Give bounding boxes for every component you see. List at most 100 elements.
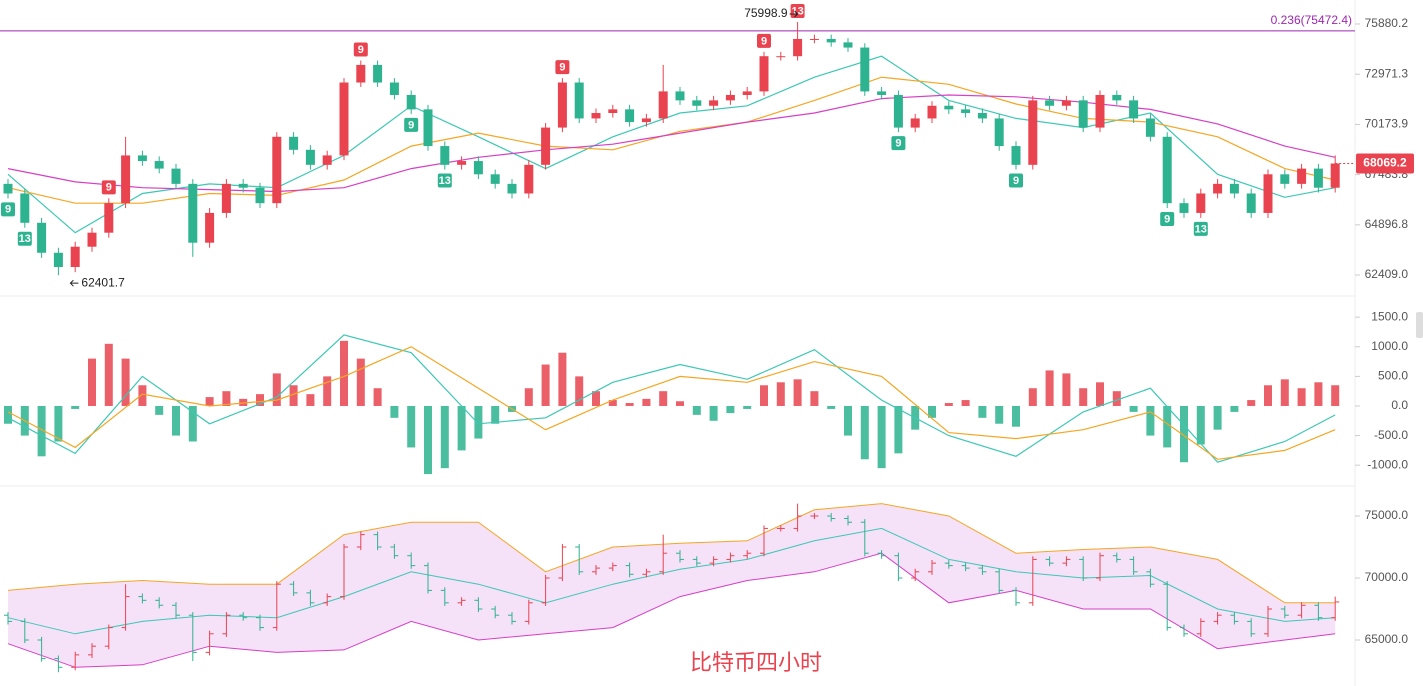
- macd-bar: [272, 373, 281, 406]
- candle-body: [154, 161, 164, 169]
- td-marker: [1160, 212, 1175, 227]
- macd-bar: [340, 340, 348, 406]
- candle-body: [742, 91, 752, 95]
- y-tick-label: 75000.0: [1365, 508, 1409, 522]
- candle-body: [1313, 168, 1323, 188]
- macd-bar: [844, 405, 852, 436]
- macd-bar: [944, 403, 953, 406]
- macd-bar: [726, 405, 735, 414]
- candle-body: [1213, 183, 1223, 194]
- macd-bar: [625, 403, 634, 406]
- candle-body: [1061, 100, 1071, 106]
- macd-bar: [1012, 405, 1020, 427]
- macd-bar: [138, 385, 147, 406]
- macd-bar: [1062, 373, 1071, 406]
- macd-bar: [407, 405, 416, 448]
- side-handle[interactable]: [1416, 312, 1423, 338]
- candle-body: [1246, 193, 1256, 213]
- candle-body: [1078, 100, 1088, 128]
- candle-body: [188, 183, 198, 243]
- macd-bar: [306, 394, 315, 406]
- candle-body: [1263, 174, 1273, 213]
- candle-body: [221, 183, 231, 213]
- macd-bar: [1146, 405, 1155, 436]
- indicator-line: [7, 346, 1336, 460]
- candle-body: [1045, 100, 1055, 106]
- macd-bar: [121, 358, 130, 406]
- macd-bar: [642, 398, 651, 406]
- macd-bar: [1129, 405, 1138, 412]
- candle-body: [171, 168, 181, 184]
- macd-bar: [88, 358, 96, 406]
- candle-body: [104, 203, 114, 233]
- td-marker: [555, 60, 570, 75]
- candle-body: [675, 91, 685, 101]
- candle-body: [1297, 168, 1307, 184]
- candle-body: [3, 183, 13, 194]
- macd-bar: [524, 388, 533, 406]
- macd-bar: [810, 391, 819, 406]
- y-tick-label: 64896.8: [1365, 217, 1409, 231]
- y-tick-label: 500.0: [1378, 369, 1408, 383]
- candle-body: [608, 109, 618, 113]
- td-count: 13: [791, 5, 803, 17]
- td-marker: [437, 173, 452, 188]
- candle-body: [860, 47, 870, 92]
- macd-bar: [1264, 385, 1272, 406]
- macd-bar: [592, 391, 600, 406]
- candle-body: [725, 94, 735, 101]
- candle-body: [776, 56, 786, 58]
- macd-bar: [827, 405, 836, 409]
- macd-bar: [1280, 379, 1289, 406]
- y-tick-label: 62409.0: [1365, 267, 1409, 281]
- macd-bar: [1314, 382, 1323, 406]
- td-count: 9: [408, 119, 414, 131]
- candle-body: [53, 252, 63, 268]
- last-price-box: [1356, 153, 1414, 174]
- td-count: 9: [1164, 213, 1170, 225]
- macd-bar: [205, 397, 214, 406]
- candle-body: [389, 82, 399, 95]
- last-price-label: 68069.2: [1363, 156, 1407, 170]
- macd-bar: [608, 400, 617, 406]
- td-count: 13: [1195, 223, 1207, 235]
- candle-body: [37, 222, 47, 253]
- td-marker: [101, 180, 116, 195]
- candle-body: [356, 64, 366, 83]
- macd-bar: [877, 405, 886, 469]
- fib-label: 0.236(75472.4): [1271, 13, 1352, 27]
- low-arrow: [69, 279, 79, 287]
- candle-body: [1196, 193, 1206, 213]
- td-count: 9: [559, 61, 565, 73]
- y-tick-label: 1000.0: [1371, 339, 1408, 353]
- indicator-line: [7, 334, 1336, 463]
- td-marker: [1193, 221, 1208, 236]
- candle-body: [121, 155, 131, 204]
- candle-body: [927, 105, 937, 119]
- macd-bar: [4, 405, 12, 424]
- candle-body: [339, 82, 349, 156]
- candle-body: [137, 155, 147, 162]
- y-tick-label: 65000.0: [1365, 632, 1409, 646]
- y-tick-label: 72971.3: [1365, 66, 1409, 80]
- macd-bar: [659, 391, 668, 406]
- td-marker: [1, 202, 15, 217]
- candle-body: [322, 155, 332, 165]
- macd-bar: [1163, 405, 1172, 448]
- high-label: 75998.9: [744, 6, 788, 20]
- high-arrow: [789, 10, 799, 18]
- macd-bar: [172, 405, 180, 436]
- macd-bar: [1079, 388, 1088, 406]
- macd-bar: [155, 405, 164, 415]
- candle-body: [759, 56, 769, 92]
- macd-bar: [995, 405, 1004, 424]
- candle-body: [961, 109, 971, 113]
- indicator-line: [7, 76, 1336, 204]
- macd-bar: [1112, 391, 1121, 406]
- macd-bar: [323, 376, 332, 406]
- candle-body: [70, 246, 80, 268]
- macd-bar: [188, 405, 197, 442]
- macd-bar: [1096, 382, 1104, 406]
- candle-body: [473, 161, 483, 175]
